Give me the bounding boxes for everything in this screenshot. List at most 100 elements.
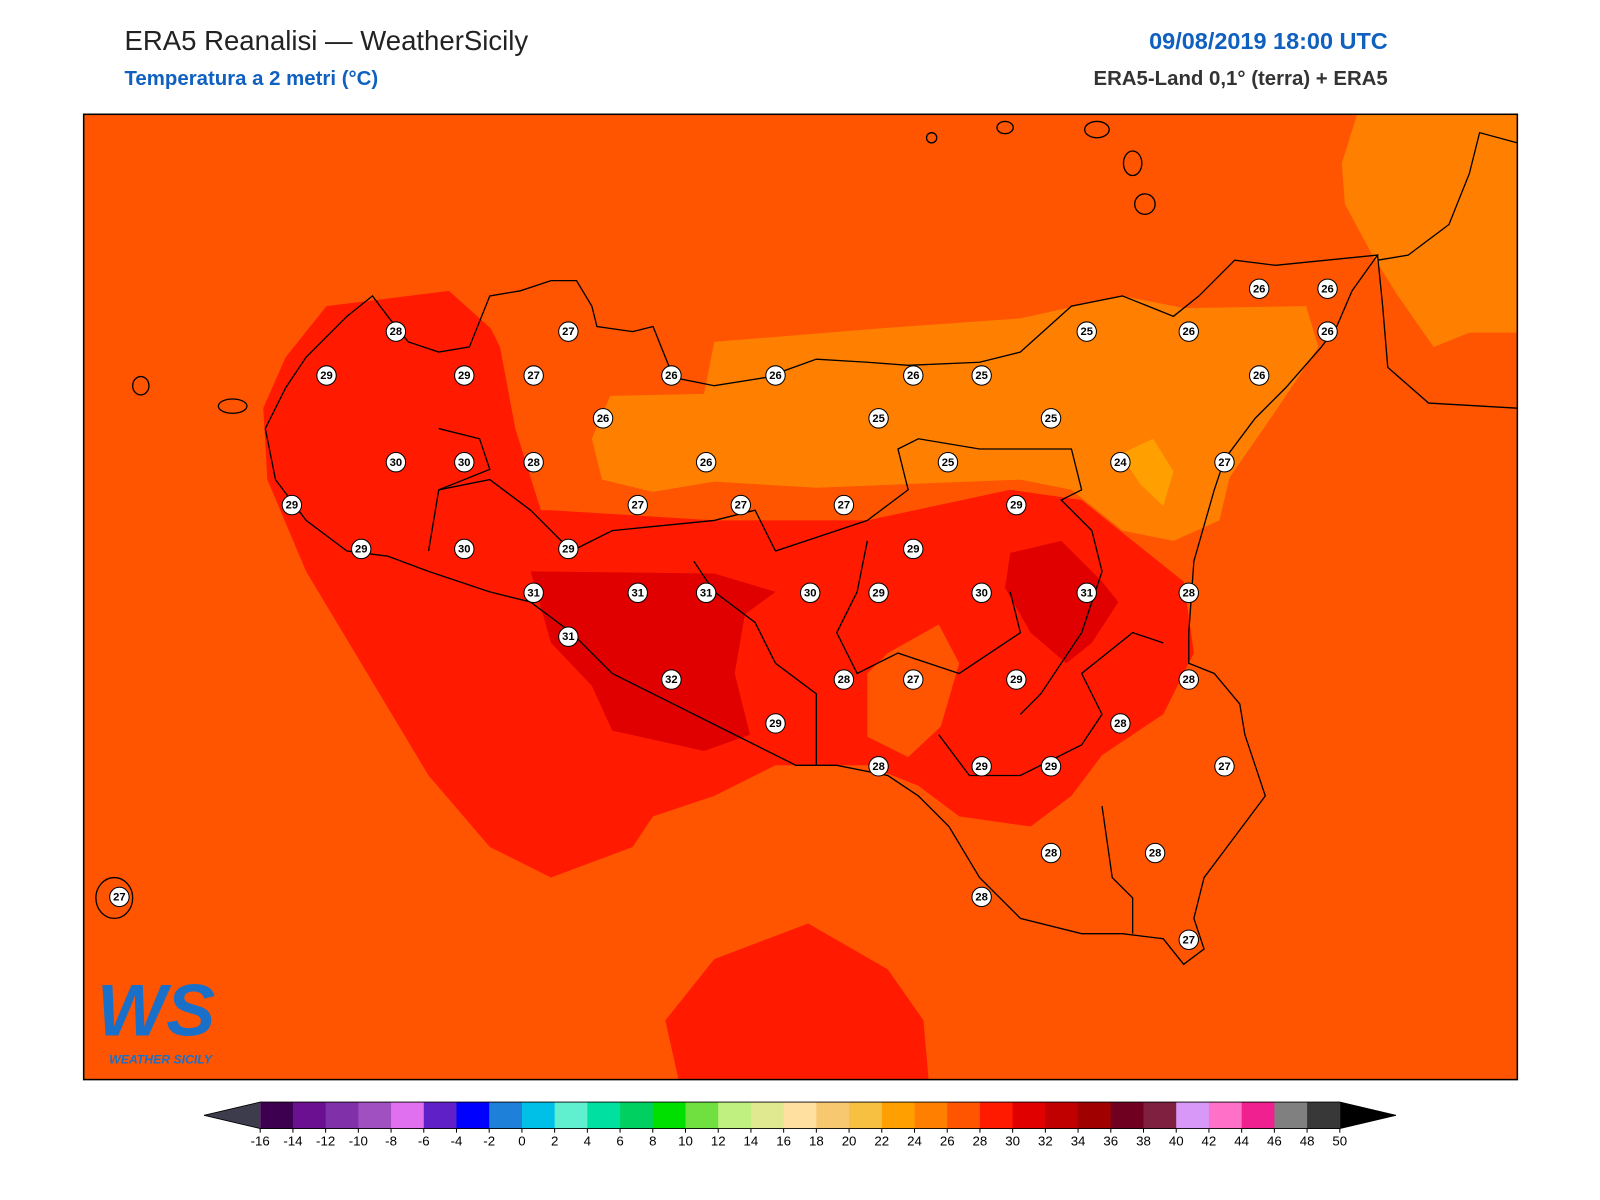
station-marker (903, 538, 924, 560)
colorbar-tick-label: 8 (649, 1133, 656, 1148)
province-border (438, 438, 1103, 715)
station: 26 (765, 365, 786, 386)
calabria-coast (1377, 131, 1518, 261)
colorbar-bin (554, 1102, 588, 1129)
colorbar-bin (260, 1102, 294, 1129)
station-value: 29 (907, 543, 919, 555)
map-frame (82, 113, 1519, 1081)
colorbar-tick-label: 14 (744, 1133, 759, 1148)
colorbar-tick-label: 12 (711, 1133, 726, 1148)
station: 31 (627, 582, 648, 604)
colorbar-tick-label: 48 (1300, 1133, 1315, 1148)
station: 26 (903, 365, 924, 386)
colorbar-bin (587, 1102, 621, 1129)
station-marker (1214, 452, 1235, 473)
station-marker (695, 452, 717, 473)
station-marker (109, 886, 130, 908)
station-marker (695, 582, 717, 604)
station-marker (868, 756, 889, 777)
station-marker (281, 494, 303, 516)
colorbar-extend-low (204, 1102, 261, 1129)
colorbar-bin (816, 1102, 850, 1129)
station-value: 27 (1218, 457, 1230, 469)
station-value: 27 (1218, 761, 1230, 773)
station-value: 29 (975, 761, 987, 773)
island (996, 120, 1014, 135)
colorbar-bin (391, 1102, 425, 1129)
colorbar-tick-label: 46 (1267, 1133, 1282, 1148)
station-value: 26 (1321, 326, 1333, 338)
station-value: 26 (1321, 283, 1333, 295)
island (1084, 120, 1110, 139)
colorbar-tick-label: 38 (1136, 1133, 1151, 1148)
station-value: 29 (286, 500, 298, 512)
colorbar-tick-label: 6 (616, 1133, 623, 1148)
station-marker (937, 452, 959, 473)
station-value: 27 (527, 370, 539, 382)
station: 26 (1248, 365, 1270, 386)
station-marker (765, 365, 786, 386)
station-marker (1040, 756, 1062, 777)
station-marker (1248, 278, 1270, 299)
station: 30 (971, 582, 992, 604)
province-border (835, 540, 1022, 675)
station-marker (454, 538, 475, 560)
station-value: 30 (390, 457, 402, 469)
station: 29 (351, 538, 372, 560)
colorbar-tick-label: 26 (940, 1133, 955, 1148)
station-value: 27 (632, 500, 644, 512)
station-marker (971, 756, 992, 777)
station-value: 25 (975, 370, 987, 382)
station: 31 (695, 582, 717, 604)
station-marker (661, 365, 682, 386)
colorbar-bin (521, 1102, 556, 1129)
colorbar-tick-label: -2 (483, 1133, 495, 1148)
station-value: 31 (700, 587, 712, 599)
station-value: 29 (355, 543, 367, 555)
station-value: 28 (1183, 587, 1195, 599)
station: 25 (1076, 321, 1097, 342)
station-marker (1178, 321, 1199, 342)
colorbar-tick-label: 20 (842, 1133, 857, 1148)
station-marker (627, 494, 648, 516)
station: 24 (1110, 452, 1131, 473)
station-value: 31 (1080, 587, 1092, 599)
colorbar-extend-high (1339, 1102, 1396, 1129)
station: 30 (454, 538, 475, 560)
station-marker (1214, 756, 1235, 777)
station-marker (592, 408, 614, 429)
station-marker (523, 365, 544, 386)
station: 29 (765, 713, 786, 734)
station-marker (1076, 582, 1097, 604)
station-value: 26 (1183, 326, 1195, 338)
station: 26 (695, 452, 717, 473)
station-marker (1040, 842, 1062, 864)
station: 30 (454, 452, 475, 473)
field-24-26 (1341, 114, 1518, 347)
station: 30 (385, 452, 407, 473)
station: 26 (1248, 278, 1270, 299)
station: 31 (523, 582, 544, 604)
station-marker (833, 494, 855, 516)
station-value: 27 (907, 674, 919, 686)
station-value: 30 (458, 457, 470, 469)
colorbar-bin (358, 1102, 392, 1129)
station-value: 25 (1045, 413, 1057, 425)
station-value: 31 (562, 631, 574, 643)
station: 28 (523, 452, 544, 473)
colorbar-tick-label: -12 (316, 1133, 335, 1148)
station: 28 (1178, 582, 1199, 604)
station: 29 (316, 365, 337, 386)
colorbar-bin (1208, 1102, 1243, 1129)
station-value: 30 (804, 587, 816, 599)
station-marker (316, 365, 337, 386)
station-value: 26 (907, 370, 919, 382)
station: 26 (1317, 321, 1338, 342)
station-marker (1144, 842, 1166, 864)
colorbar-bin (652, 1102, 687, 1129)
colorbar-bin (1241, 1102, 1275, 1129)
field-30-32 (1005, 540, 1119, 664)
station: 29 (1006, 669, 1027, 690)
station-marker (454, 452, 475, 473)
station: 28 (385, 321, 407, 342)
